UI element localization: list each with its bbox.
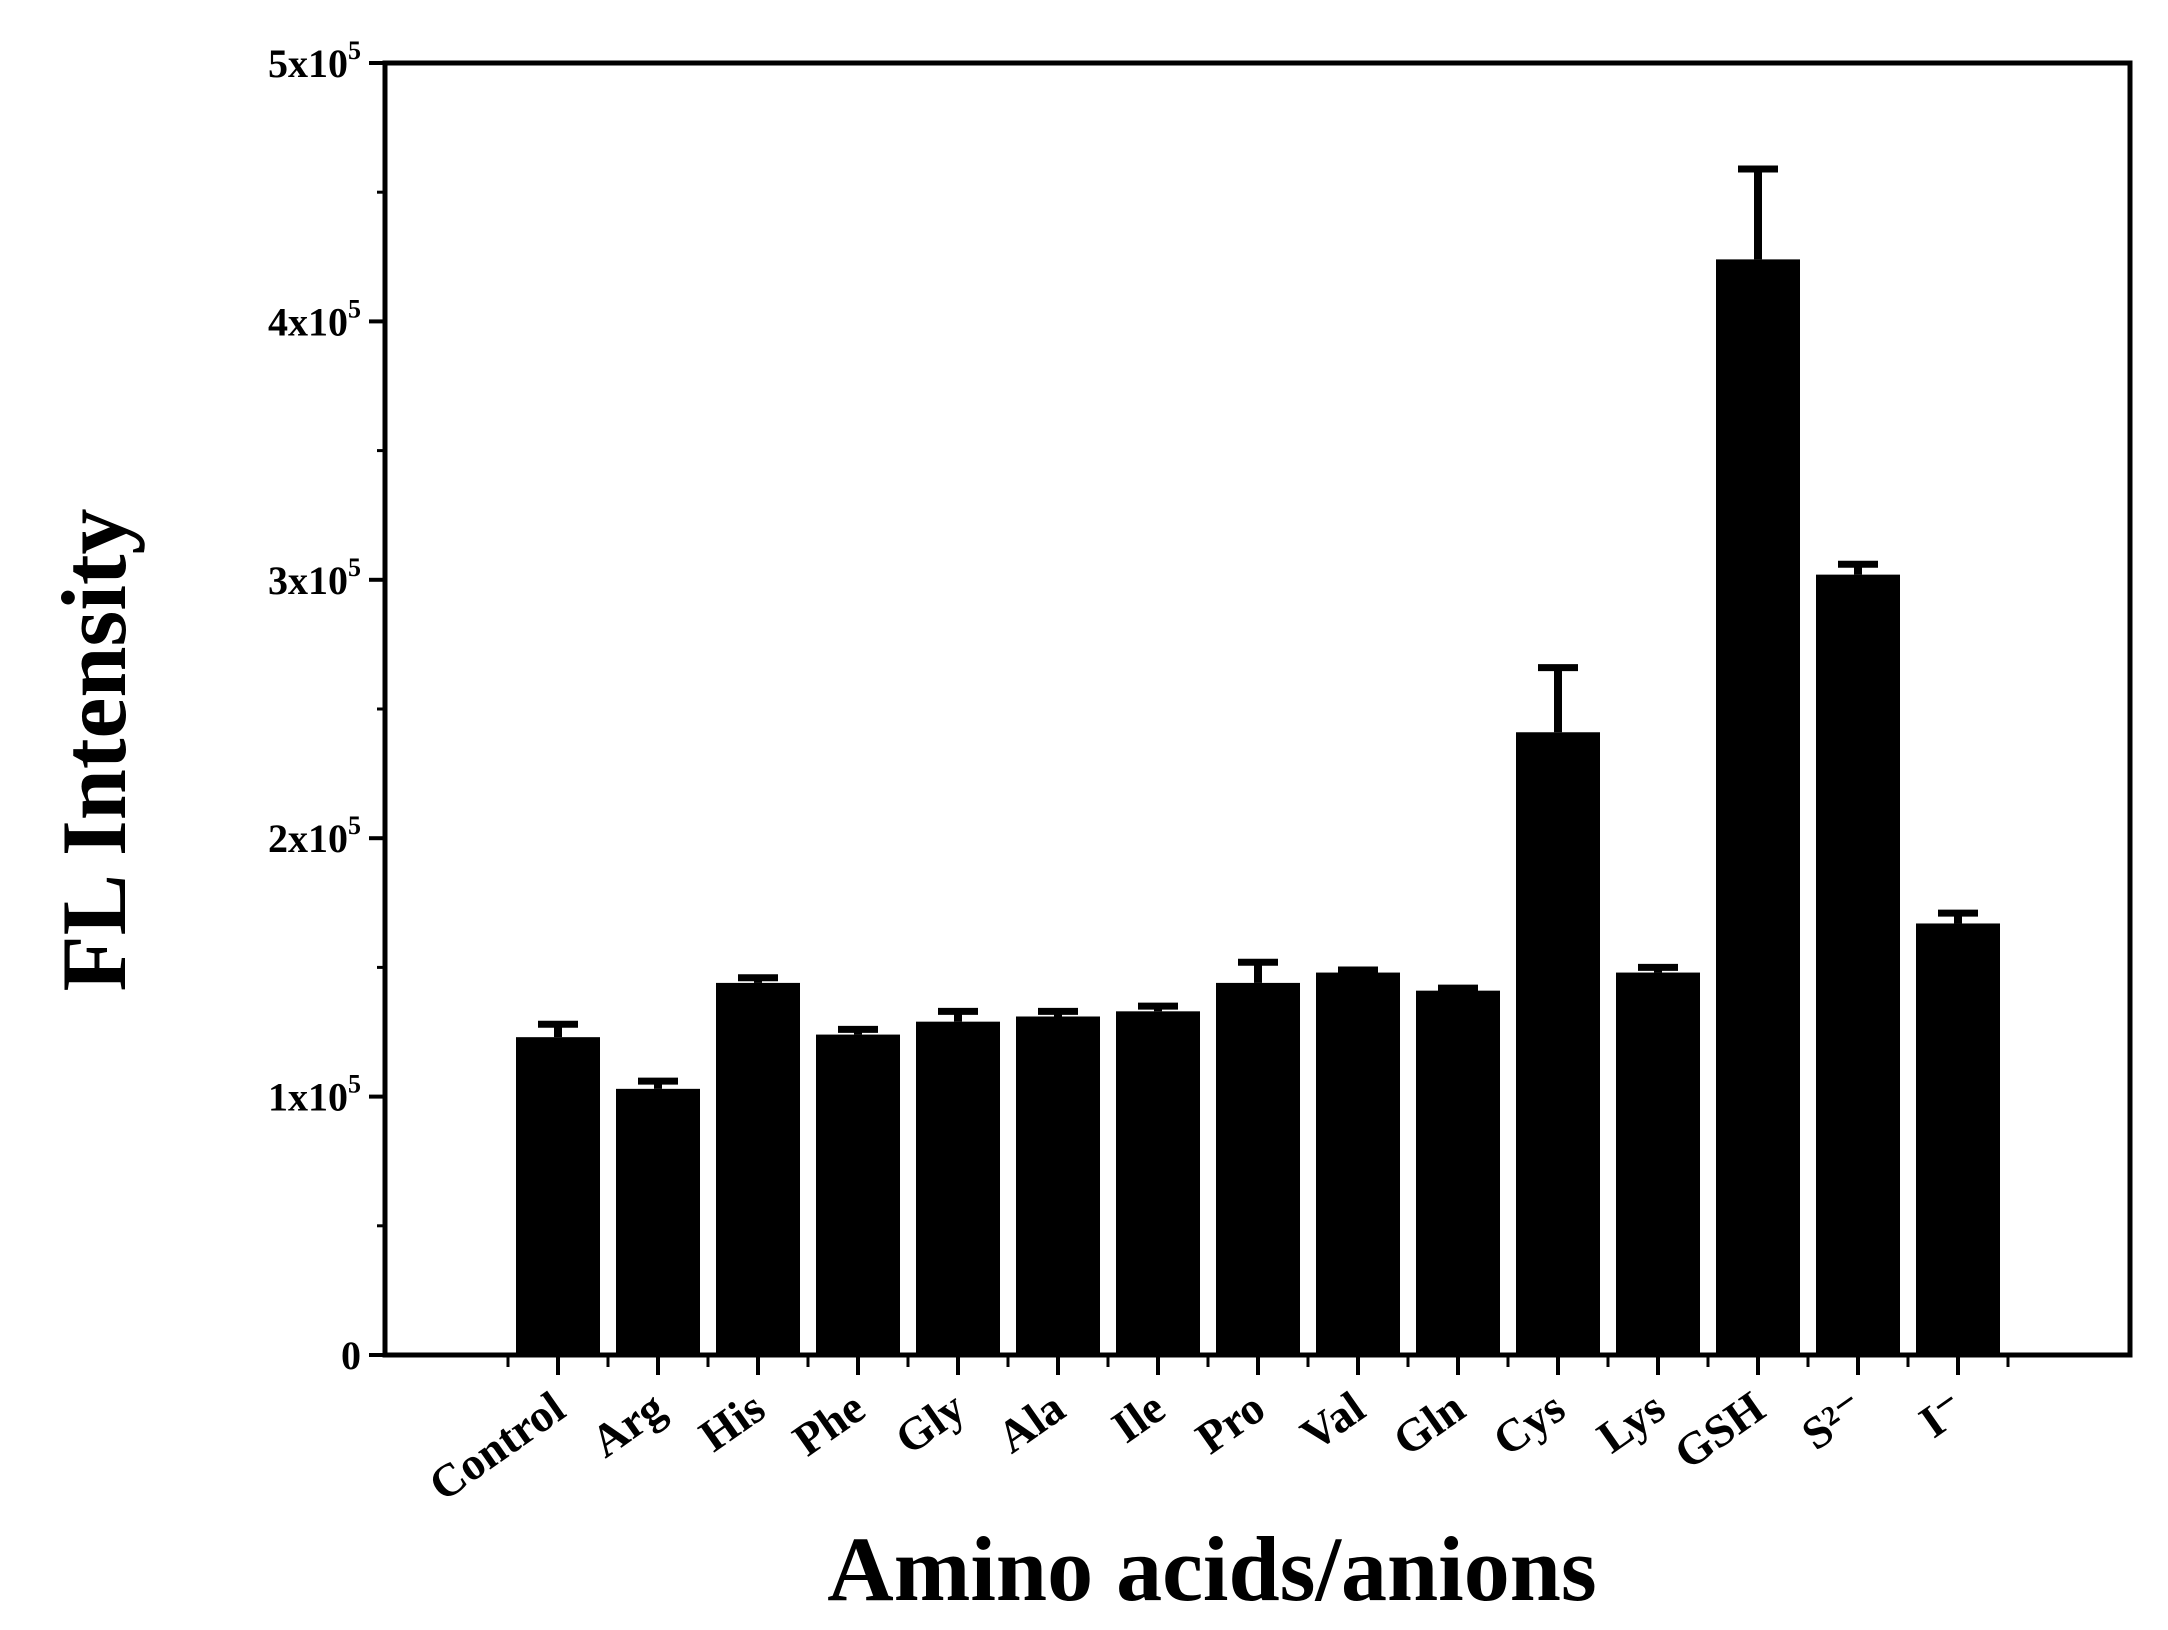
x-tick-label: Ala bbox=[988, 1381, 1074, 1462]
x-tick-label: GSH bbox=[1665, 1381, 1774, 1479]
bar bbox=[1316, 972, 1400, 1355]
x-tick-label: Pro bbox=[1187, 1381, 1274, 1463]
y-tick-label: 1x105 bbox=[268, 1070, 361, 1120]
y-tick-label: 5x105 bbox=[268, 36, 361, 86]
x-tick-label: Lys bbox=[1588, 1381, 1674, 1462]
bar bbox=[1916, 923, 2000, 1355]
x-tick-label: Gln bbox=[1384, 1381, 1474, 1465]
x-axis-title: Amino acids/anions bbox=[827, 1518, 1596, 1620]
bars bbox=[516, 259, 2000, 1355]
x-tick-label: Cys bbox=[1484, 1381, 1574, 1465]
y-tick-label: 0 bbox=[341, 1333, 361, 1378]
bar bbox=[1616, 972, 1700, 1355]
y-axis-title: FL Intensity bbox=[43, 508, 145, 991]
x-tick-label: Gly bbox=[886, 1381, 974, 1464]
bar bbox=[1116, 1011, 1200, 1355]
y-tick-labels: 0 1x105 2x105 3x105 4x105 5x105 bbox=[268, 36, 361, 1378]
x-tick-label: S²⁻ bbox=[1792, 1381, 1873, 1459]
x-tick-label: Control bbox=[420, 1381, 574, 1510]
bar bbox=[1516, 732, 1600, 1355]
bar bbox=[716, 982, 800, 1355]
x-tick-label: Phe bbox=[784, 1381, 874, 1465]
y-tick-label: 3x105 bbox=[268, 553, 361, 603]
bar bbox=[1416, 990, 1500, 1355]
bar bbox=[816, 1034, 900, 1355]
bar bbox=[1816, 574, 1900, 1355]
x-tick-label: I⁻ bbox=[1910, 1381, 1974, 1447]
x-tick-label: Ile bbox=[1103, 1381, 1174, 1452]
x-tick-label: His bbox=[690, 1381, 774, 1461]
y-tick-label: 2x105 bbox=[268, 811, 361, 861]
x-tick-label: Arg bbox=[582, 1381, 674, 1467]
bar bbox=[1716, 259, 1800, 1355]
y-tick-label: 4x105 bbox=[268, 294, 361, 344]
bar bbox=[516, 1037, 600, 1355]
error-bars bbox=[538, 165, 1978, 1089]
bar bbox=[616, 1088, 700, 1355]
bar bbox=[916, 1021, 1000, 1355]
bar bbox=[1216, 982, 1300, 1355]
bar bbox=[1016, 1016, 1100, 1355]
x-tick-label: Val bbox=[1291, 1381, 1373, 1460]
x-tick-labels: Control Arg His Phe Gly Ala Ile Pro Val Gln Cys Lys… bbox=[420, 1381, 1974, 1510]
